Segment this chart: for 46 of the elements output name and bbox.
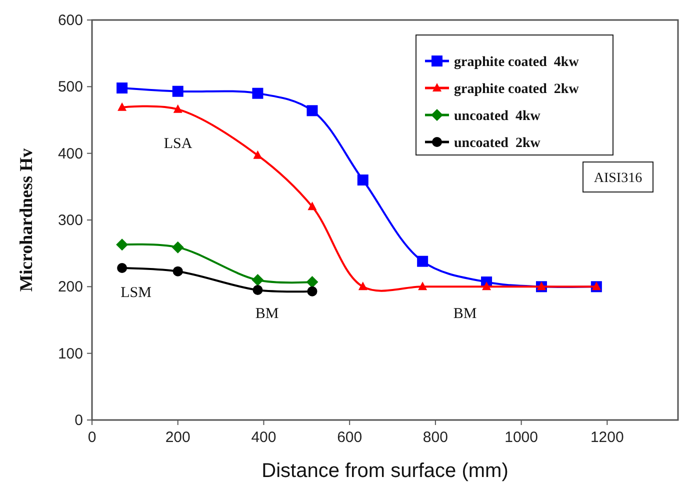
point (172, 241, 184, 254)
x-tick-label: 0 (88, 429, 96, 446)
point (308, 202, 317, 210)
point (118, 102, 127, 111)
point (306, 105, 318, 116)
y-tick-label: 600 (58, 12, 83, 29)
annotation: BM (453, 306, 477, 322)
x-tick-label: 200 (165, 429, 190, 446)
point (358, 282, 368, 290)
legend-label: graphite coated 2kw (454, 82, 580, 97)
x-tick-label: 1200 (590, 429, 624, 446)
y-axis-title: Microhardness Hv (16, 148, 36, 292)
point (117, 263, 128, 273)
point (172, 86, 184, 97)
legend-label: uncoated 2kw (454, 136, 542, 151)
x-tick-label: 800 (422, 429, 448, 446)
annotation: LSM (120, 285, 152, 301)
point (418, 282, 428, 290)
point (306, 276, 318, 288)
point (357, 174, 368, 186)
y-tick-label: 500 (58, 78, 83, 96)
point (173, 104, 182, 113)
y-tick-label: 0 (74, 412, 83, 429)
y-tick-label: 300 (58, 212, 83, 229)
point (253, 150, 262, 159)
legend-label: graphite coated 4kw (454, 55, 580, 70)
y-tick-label: 200 (58, 278, 83, 296)
annotation: LSA (164, 136, 192, 152)
point (252, 274, 264, 286)
x-axis-title: Distance from surface (mm) (262, 460, 508, 482)
point (417, 256, 428, 267)
x-tick-label: 1000 (504, 429, 538, 446)
point (307, 286, 318, 296)
point (116, 82, 128, 94)
x-tick-label: 600 (337, 429, 362, 446)
point (172, 266, 183, 276)
point (252, 285, 263, 295)
point (482, 282, 492, 290)
point (116, 238, 128, 251)
point (252, 88, 264, 99)
x-tick-label: 400 (251, 429, 276, 446)
legend-label: uncoated 4kw (454, 109, 542, 124)
annotation: AISI316 (594, 171, 642, 186)
y-tick-label: 100 (58, 345, 83, 362)
annotation: BM (255, 306, 279, 322)
y-tick-label: 400 (58, 145, 83, 162)
